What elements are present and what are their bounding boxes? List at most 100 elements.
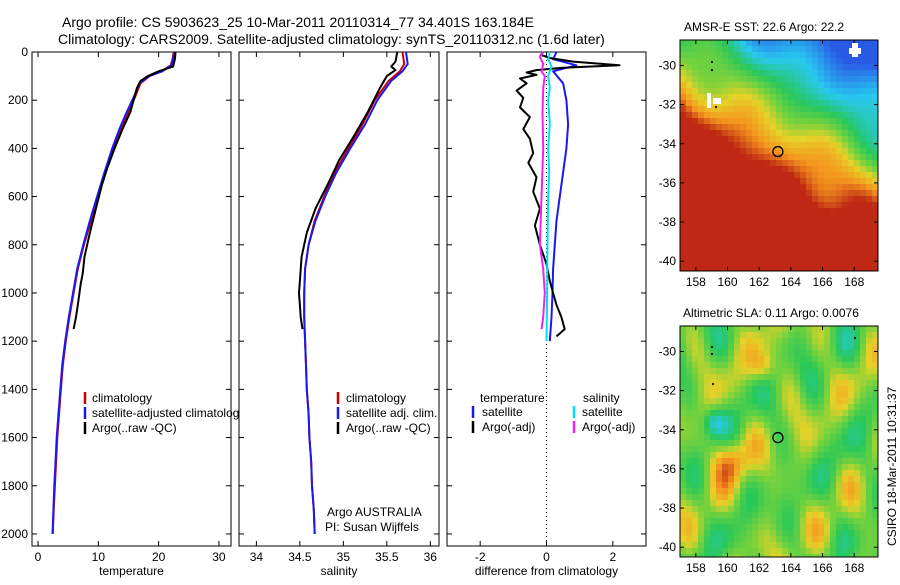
- heatmap-cell: [716, 232, 722, 238]
- heatmap-cell: [740, 530, 746, 536]
- heatmap-cell: [860, 250, 866, 256]
- heatmap-cell: [770, 178, 776, 184]
- heatmap-cell: [764, 178, 770, 184]
- heatmap-cell: [866, 350, 872, 356]
- heatmap-cell: [794, 530, 800, 536]
- heatmap-cell: [746, 380, 752, 386]
- heatmap-cell: [704, 434, 710, 440]
- heatmap-cell: [812, 440, 818, 446]
- heatmap-cell: [704, 106, 710, 112]
- heatmap-cell: [836, 440, 842, 446]
- heatmap-cell: [692, 76, 698, 82]
- heatmap-cell: [830, 190, 836, 196]
- heatmap-cell: [758, 190, 764, 196]
- heatmap-cell: [722, 106, 728, 112]
- heatmap-cell: [848, 94, 854, 100]
- heatmap-cell: [704, 500, 710, 506]
- heatmap-cell: [752, 244, 758, 250]
- sla-map-title: Altimetric SLA: 0.11 Argo: 0.0076: [683, 306, 859, 320]
- heatmap-cell: [830, 470, 836, 476]
- heatmap-cell: [824, 404, 830, 410]
- heatmap-cell: [752, 500, 758, 506]
- heatmap-cell: [680, 172, 686, 178]
- heatmap-cell: [782, 190, 788, 196]
- heatmap-cell: [824, 94, 830, 100]
- heatmap-cell: [704, 488, 710, 494]
- heatmap-cell: [800, 76, 806, 82]
- heatmap-cell: [752, 410, 758, 416]
- heatmap-cell: [686, 136, 692, 142]
- heatmap-cell: [872, 548, 878, 554]
- heatmap-cell: [872, 494, 878, 500]
- heatmap-cell: [692, 70, 698, 76]
- heatmap-cell: [770, 160, 776, 166]
- heatmap-cell: [752, 428, 758, 434]
- heatmap-cell: [800, 142, 806, 148]
- series-line-cyan: [545, 51, 553, 342]
- heatmap-cell: [800, 416, 806, 422]
- heatmap-cell: [770, 464, 776, 470]
- heatmap-cell: [818, 172, 824, 178]
- sla-map: 158 160 162 164 166 168-30-32-34-36-38-40: [659, 325, 879, 575]
- heatmap-cell: [722, 458, 728, 464]
- heatmap-cell: [698, 536, 704, 542]
- heatmap-cell: [740, 172, 746, 178]
- heatmap-cell: [812, 404, 818, 410]
- heatmap-cell: [824, 268, 830, 271]
- heatmap-cell: [854, 202, 860, 208]
- heatmap-cell: [722, 46, 728, 52]
- y-tick-label: 1000: [1, 286, 28, 300]
- heatmap-cell: [800, 500, 806, 506]
- heatmap-cell: [812, 70, 818, 76]
- heatmap-cell: [704, 52, 710, 58]
- heatmap-cell: [806, 440, 812, 446]
- heatmap-cell: [848, 404, 854, 410]
- heatmap-cell: [728, 380, 734, 386]
- heatmap-cell: [782, 392, 788, 398]
- heatmap-cell: [848, 434, 854, 440]
- heatmap-cell: [860, 398, 866, 404]
- heatmap-cell: [794, 374, 800, 380]
- island-dot: [714, 105, 718, 109]
- heatmap-cell: [836, 268, 842, 271]
- heatmap-cell: [830, 530, 836, 536]
- heatmap-cell: [830, 494, 836, 500]
- heatmap-cell: [860, 410, 866, 416]
- heatmap-cell: [686, 470, 692, 476]
- heatmap-cell: [740, 518, 746, 524]
- heatmap-cell: [722, 350, 728, 356]
- heatmap-cell: [788, 202, 794, 208]
- heatmap-cell: [788, 374, 794, 380]
- heatmap-cell: [710, 64, 716, 70]
- heatmap-cell: [836, 446, 842, 452]
- heatmap-cell: [866, 124, 872, 130]
- heatmap-cell: [722, 410, 728, 416]
- heatmap-cell: [698, 268, 704, 271]
- heatmap-cell: [842, 70, 848, 76]
- heatmap-cell: [740, 148, 746, 154]
- heatmap-cell: [758, 518, 764, 524]
- heatmap-cell: [818, 410, 824, 416]
- heatmap-cell: [680, 40, 686, 46]
- heatmap-cell: [836, 142, 842, 148]
- heatmap-cell: [758, 262, 764, 268]
- heatmap-cell: [824, 416, 830, 422]
- heatmap-cell: [788, 416, 794, 422]
- heatmap-cell: [860, 76, 866, 82]
- heatmap-cell: [716, 368, 722, 374]
- heatmap-cell: [722, 488, 728, 494]
- heatmap-cell: [740, 238, 746, 244]
- heatmap-cell: [746, 238, 752, 244]
- heatmap-cell: [806, 166, 812, 172]
- heatmap-cell: [788, 52, 794, 58]
- heatmap-cell: [728, 100, 734, 106]
- heatmap-cell: [806, 356, 812, 362]
- heatmap-cell: [740, 94, 746, 100]
- heatmap-cell: [764, 52, 770, 58]
- heatmap-cell: [770, 70, 776, 76]
- y-tick-label: 1600: [1, 431, 28, 445]
- heatmap-cell: [746, 476, 752, 482]
- heatmap-cell: [770, 154, 776, 160]
- heatmap-cell: [734, 452, 740, 458]
- heatmap-cell: [692, 350, 698, 356]
